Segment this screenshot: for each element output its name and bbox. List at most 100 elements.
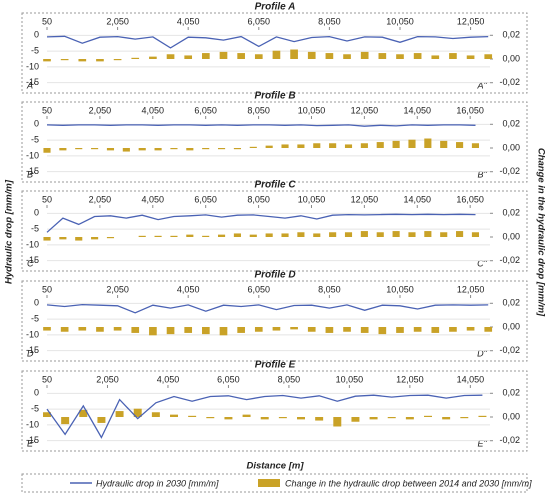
x-tick-label: 50: [42, 374, 52, 384]
x-tick-label: 6,050: [194, 105, 217, 115]
x-tick-label: 12,050: [457, 284, 485, 294]
bar: [60, 59, 69, 61]
bar: [202, 327, 210, 335]
bar: [413, 327, 422, 332]
x-tick-label: 6,050: [248, 284, 271, 294]
bar: [154, 148, 162, 151]
y-tick-label: -10: [26, 239, 39, 249]
x-tick-label: 2,050: [106, 16, 129, 26]
bar: [440, 232, 448, 237]
panel-title: Profile C: [254, 180, 296, 191]
y-axis-label: Hydraulic drop [mm/m]: [4, 179, 15, 284]
bar: [265, 145, 273, 148]
bar: [344, 232, 353, 237]
bar: [360, 51, 369, 59]
bar: [79, 409, 88, 417]
panel-title: Profile E: [255, 360, 296, 371]
y2-tick-label: 0,00: [502, 411, 520, 421]
line: [46, 303, 489, 314]
panel-frame: [21, 12, 528, 94]
bar: [281, 233, 289, 237]
x-tick-label: 10,050: [336, 374, 364, 384]
bar: [297, 144, 305, 148]
bar: [297, 417, 305, 420]
bar: [206, 417, 215, 419]
y-tick-label: -5: [31, 134, 39, 144]
x-tick-label: 6,050: [248, 16, 271, 26]
x-tick-label: 8,050: [318, 16, 341, 26]
bar: [456, 142, 464, 148]
bar: [97, 417, 106, 423]
x-tick-label: 12,050: [457, 16, 485, 26]
y-tick-label: -15: [26, 435, 39, 445]
x-tick-label: 10,050: [298, 105, 326, 115]
y2-tick-label: 0,02: [502, 298, 520, 308]
line: [46, 124, 476, 127]
panel-frame: [21, 101, 528, 183]
x-tick-label: 4,050: [157, 374, 180, 384]
bar: [217, 234, 226, 237]
y2-axis-label: Change in the hydraulic drop [mm/m]: [535, 148, 546, 317]
y2-tick-label: 0,02: [502, 388, 520, 398]
bar: [242, 414, 251, 417]
x-tick-label: 50: [42, 16, 52, 26]
bar: [233, 148, 241, 150]
bar: [113, 59, 122, 61]
y-tick-label: -5: [31, 45, 39, 55]
bar: [113, 327, 122, 331]
bar: [325, 327, 334, 333]
bar: [360, 327, 369, 333]
x-tick-label: 4,050: [177, 16, 200, 26]
y-tick-label: 0: [34, 119, 39, 129]
bar: [78, 327, 87, 331]
x-tick-label: 2,050: [106, 284, 129, 294]
bar: [466, 55, 475, 59]
bar: [272, 50, 281, 59]
line: [46, 35, 489, 49]
x-tick-label: 12,050: [396, 374, 424, 384]
bar: [149, 56, 157, 59]
x-tick-label: 2,050: [96, 374, 119, 384]
bar: [360, 143, 368, 148]
bar: [466, 327, 475, 331]
x-tick-label: 50: [42, 284, 52, 294]
bar: [440, 140, 448, 148]
x-tick-label: 10,050: [386, 16, 414, 26]
panel-title: Profile D: [254, 270, 295, 281]
bar: [224, 417, 233, 420]
bar: [360, 231, 368, 237]
bar: [315, 417, 324, 421]
bar: [471, 143, 480, 148]
legend-entry: Change in the hydraulic drop between 201…: [285, 478, 532, 488]
bar: [408, 232, 416, 237]
bar: [413, 53, 422, 59]
x-tick-label: 4,050: [142, 105, 165, 115]
bar: [392, 231, 400, 237]
bar: [43, 59, 51, 62]
bar: [408, 139, 416, 148]
bar: [96, 327, 104, 332]
bar: [254, 54, 263, 59]
x-tick-label: 12,050: [351, 194, 379, 204]
bar: [290, 49, 298, 59]
bar: [170, 414, 178, 417]
panel-frame: [21, 280, 528, 362]
bar: [329, 143, 337, 148]
y-tick-label: 0: [34, 208, 39, 218]
bar: [343, 327, 351, 332]
bar: [484, 54, 493, 59]
y-tick-label: -15: [26, 166, 39, 176]
bar: [170, 235, 178, 237]
y-tick-label: -10: [26, 329, 39, 339]
start-label: B': [27, 169, 35, 179]
bar: [60, 327, 69, 332]
bar: [460, 417, 469, 419]
bar: [313, 233, 321, 237]
end-label: A'': [477, 80, 488, 90]
bar: [75, 148, 83, 150]
bar: [478, 415, 487, 417]
bar: [484, 327, 493, 332]
y-tick-label: -15: [26, 255, 39, 265]
bar: [133, 408, 142, 417]
